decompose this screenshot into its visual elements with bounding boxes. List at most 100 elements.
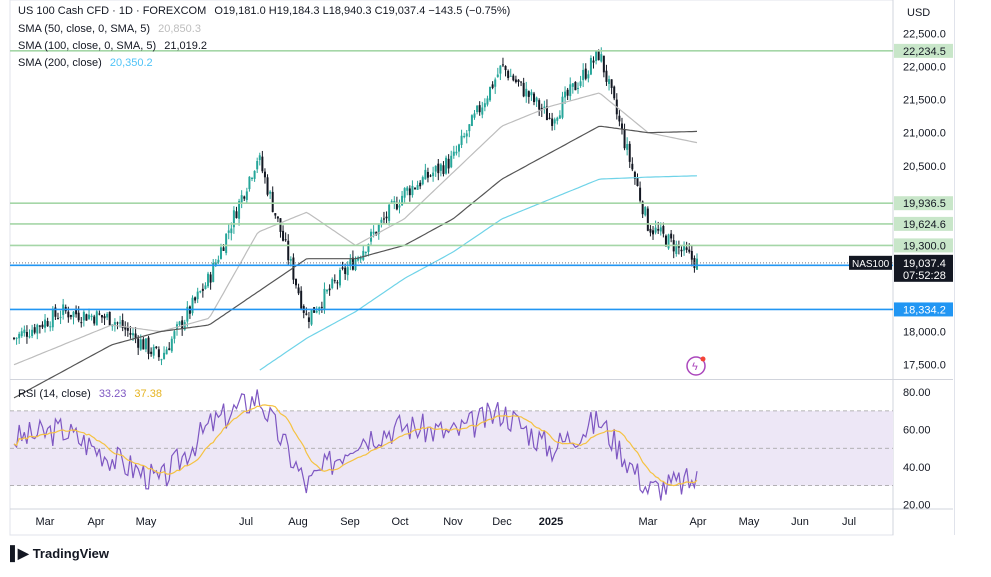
candle-body bbox=[258, 155, 261, 161]
sma50-legend[interactable]: SMA (50, close, 0, SMA, 5) 20,850.3 bbox=[18, 23, 206, 35]
candle-body bbox=[263, 171, 266, 178]
candle-body bbox=[77, 312, 80, 321]
candle-body bbox=[56, 318, 59, 320]
candle-body bbox=[403, 188, 406, 198]
candle-body bbox=[587, 74, 590, 79]
sma200-label: SMA (200, close) bbox=[18, 57, 102, 69]
candle-body bbox=[525, 88, 528, 97]
candle-body bbox=[659, 227, 662, 232]
candle-body bbox=[372, 231, 375, 234]
candle-body bbox=[595, 50, 598, 61]
candle-body bbox=[170, 338, 173, 352]
candle-body bbox=[243, 196, 246, 199]
candle-body bbox=[628, 143, 631, 162]
candle-body bbox=[657, 229, 660, 231]
candle-body bbox=[85, 314, 88, 321]
candle-body bbox=[491, 84, 494, 88]
candle-body bbox=[478, 105, 481, 113]
candle-body bbox=[238, 201, 241, 219]
candle-body bbox=[225, 233, 228, 254]
candle-body bbox=[333, 280, 336, 282]
candle-body bbox=[199, 291, 202, 293]
candle-body bbox=[608, 79, 611, 84]
time-tick-label: 2025 bbox=[539, 516, 563, 528]
candle-body bbox=[248, 176, 251, 190]
candle-body bbox=[194, 297, 197, 301]
time-tick-label: Apr bbox=[689, 516, 706, 528]
candle-body bbox=[287, 240, 290, 261]
level-badge bbox=[894, 196, 953, 211]
candle-body bbox=[486, 98, 489, 105]
candle-body bbox=[336, 282, 339, 284]
candle-body bbox=[98, 313, 101, 315]
ohlc-values: O19,181.0 H19,184.3 L18,940.3 C19,037.4 … bbox=[214, 5, 511, 17]
price-tick-label: 22,000.0 bbox=[903, 61, 946, 73]
rsi-label: RSI (14, close) bbox=[18, 388, 91, 400]
candle-body bbox=[163, 352, 166, 359]
candle-body bbox=[685, 247, 688, 250]
candle-body bbox=[222, 247, 225, 251]
candle-body bbox=[670, 233, 673, 239]
sma200-legend[interactable]: SMA (200, close) 20,350.2 bbox=[18, 57, 158, 69]
sma200-line bbox=[259, 175, 698, 371]
candle-body bbox=[424, 169, 427, 180]
candle-body bbox=[501, 64, 504, 66]
candle-body bbox=[326, 289, 329, 292]
level-badge bbox=[894, 238, 953, 253]
candle-body bbox=[597, 50, 600, 61]
candle-body bbox=[499, 65, 502, 74]
candle-body bbox=[416, 185, 419, 190]
candle-body bbox=[150, 351, 153, 354]
candle-body bbox=[72, 311, 75, 318]
candle-body bbox=[328, 288, 331, 291]
candle-body bbox=[261, 156, 264, 172]
tradingview-logo[interactable]: ▌▶ TradingView bbox=[10, 545, 109, 562]
rsi-tick-label: 20.00 bbox=[903, 499, 931, 511]
candle-body bbox=[683, 244, 686, 251]
candle-body bbox=[390, 201, 393, 203]
rsi-legend[interactable]: RSI (14, close) 33.23 37.38 bbox=[18, 388, 167, 400]
candle-body bbox=[147, 337, 150, 354]
candle-body bbox=[232, 210, 235, 228]
symbol-badge bbox=[849, 255, 892, 270]
candle-body bbox=[126, 326, 129, 331]
candle-body bbox=[132, 333, 135, 336]
candle-body bbox=[274, 213, 277, 216]
time-tick-label: Mar bbox=[639, 516, 658, 528]
candle-body bbox=[504, 65, 507, 71]
candle-body bbox=[82, 311, 85, 321]
time-tick-label: May bbox=[739, 516, 760, 528]
candle-body bbox=[256, 160, 259, 170]
candle-body bbox=[393, 201, 396, 203]
candle-body bbox=[569, 84, 572, 97]
candle-body bbox=[649, 228, 652, 233]
candle-body bbox=[558, 115, 561, 119]
candle-body bbox=[592, 60, 595, 63]
candle-body bbox=[631, 163, 634, 170]
candle-body bbox=[465, 133, 468, 137]
candle-body bbox=[253, 170, 256, 179]
candle-body bbox=[134, 333, 137, 338]
candle-body bbox=[108, 311, 111, 326]
candle-body bbox=[509, 75, 512, 77]
candle-body bbox=[442, 165, 445, 174]
candle-body bbox=[75, 309, 78, 315]
candle-body bbox=[473, 113, 476, 118]
candle-body bbox=[414, 187, 417, 189]
candle-body bbox=[522, 82, 525, 97]
candle-body bbox=[266, 177, 269, 195]
candle-body bbox=[434, 165, 437, 172]
sma100-value: 21,019.2 bbox=[164, 40, 208, 52]
candle-body bbox=[377, 224, 380, 235]
candle-body bbox=[620, 123, 623, 129]
candle-body bbox=[349, 259, 352, 266]
time-tick-label: Mar bbox=[36, 516, 55, 528]
candle-body bbox=[582, 69, 585, 81]
candle-body bbox=[364, 252, 367, 254]
candle-body bbox=[556, 117, 559, 121]
candle-body bbox=[463, 136, 466, 138]
event-icon-dot bbox=[700, 356, 706, 362]
rsi-tick-label: 40.00 bbox=[903, 462, 931, 474]
sma100-legend[interactable]: SMA (100, close, 0, SMA, 5) 21,019.2 bbox=[18, 40, 212, 52]
